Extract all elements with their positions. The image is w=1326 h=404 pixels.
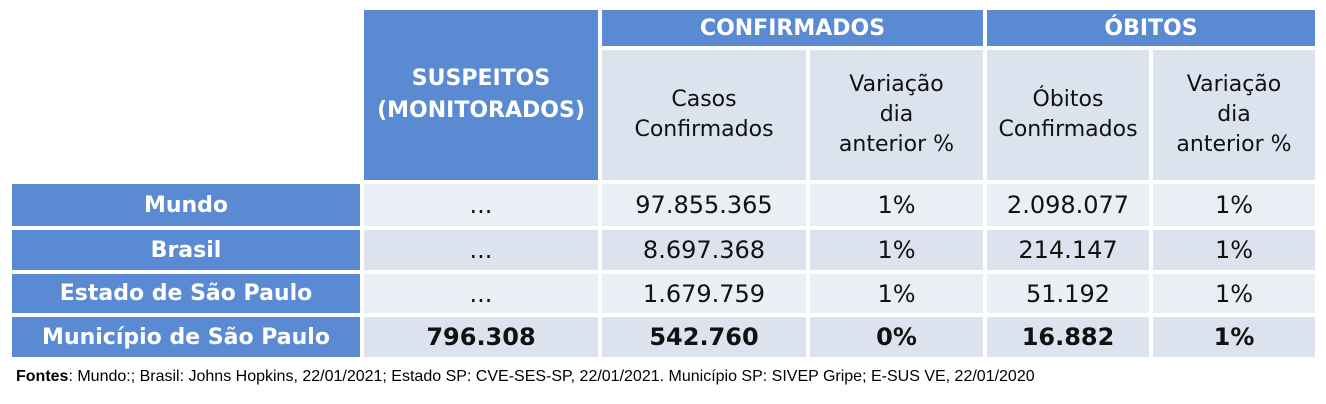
suspects-header: SUSPEITOS (MONITORADOS) <box>364 10 598 180</box>
data-cell: 1% <box>1153 317 1315 357</box>
data-cell: 8.697.368 <box>602 230 806 270</box>
data-cell: 2.098.077 <box>987 184 1149 226</box>
column-header: Óbitos Confirmados <box>987 50 1149 180</box>
row-label: Mundo <box>12 184 360 226</box>
data-cell: ... <box>364 274 598 313</box>
group-header: ÓBITOS <box>987 10 1315 46</box>
data-cell: 796.308 <box>364 317 598 357</box>
data-cell: 542.760 <box>602 317 806 357</box>
column-header: Variação dia anterior % <box>1153 50 1315 180</box>
data-cell: 1% <box>1153 230 1315 270</box>
data-cell: 0% <box>810 317 983 357</box>
data-cell: ... <box>364 184 598 226</box>
data-cell: 1% <box>1153 184 1315 226</box>
row-label: Município de São Paulo <box>12 317 360 357</box>
column-header: Variação dia anterior % <box>810 50 983 180</box>
footer-label: Fontes <box>16 368 69 385</box>
footer-text: : Mundo:; Brasil: Johns Hopkins, 22/01/2… <box>68 368 1035 385</box>
row-label: Brasil <box>12 230 360 270</box>
data-cell: 97.855.365 <box>602 184 806 226</box>
data-cell: 1% <box>1153 274 1315 313</box>
data-cell: 1% <box>810 230 983 270</box>
data-cell: 214.147 <box>987 230 1149 270</box>
footer: Fontes: Mundo:; Brasil: Johns Hopkins, 2… <box>16 368 1035 386</box>
data-cell: ... <box>364 230 598 270</box>
row-label: Estado de São Paulo <box>12 274 360 313</box>
data-cell: 1% <box>810 274 983 313</box>
data-cell: 16.882 <box>987 317 1149 357</box>
data-cell: 1.679.759 <box>602 274 806 313</box>
data-cell: 51.192 <box>987 274 1149 313</box>
data-cell: 1% <box>810 184 983 226</box>
column-header: Casos Confirmados <box>602 50 806 180</box>
group-header: CONFIRMADOS <box>602 10 983 46</box>
